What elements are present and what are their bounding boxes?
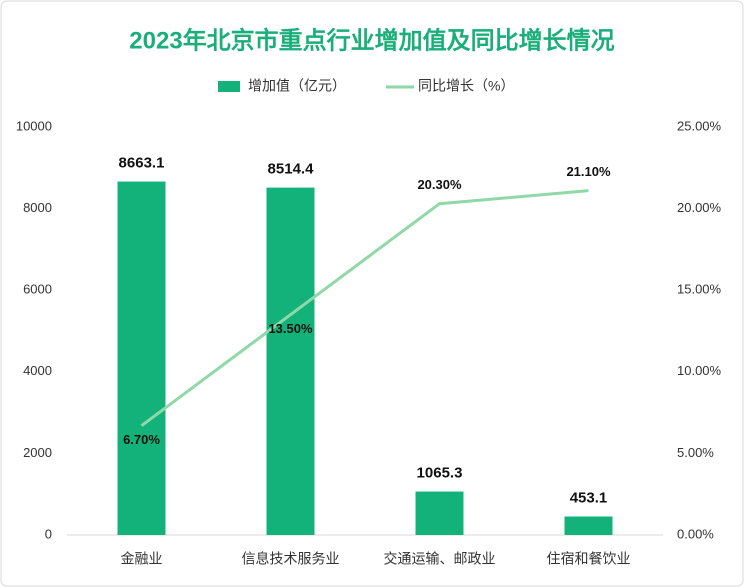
y2-tick-label: 0.00%: [677, 526, 714, 541]
x-tick-label: 交通运输、邮政业: [384, 551, 496, 567]
y2-tick-label: 10.00%: [677, 363, 722, 378]
y-tick-label: 6000: [23, 282, 52, 297]
y-tick-label: 10000: [16, 118, 52, 133]
chart-title: 2023年北京市重点行业增加值及同比增长情况: [129, 26, 614, 54]
y-tick-label: 4000: [23, 363, 52, 378]
y-tick-label: 8000: [23, 200, 52, 215]
bar: [564, 516, 613, 535]
legend-label: 增加值（亿元）: [248, 78, 346, 94]
value-label: 8663.1: [119, 155, 165, 172]
y2-tick-label: 25.00%: [677, 118, 722, 133]
legend-label: 同比增长（%）: [418, 78, 514, 94]
value-label: 20.30%: [417, 177, 462, 192]
bar: [415, 491, 464, 535]
x-tick-label: 住宿和餐饮业: [547, 551, 631, 567]
value-label: 6.70%: [123, 432, 160, 447]
value-label: 21.10%: [566, 164, 611, 179]
y-tick-label: 0: [45, 526, 52, 541]
y2-tick-label: 5.00%: [677, 445, 714, 460]
value-label: 8514.4: [268, 161, 315, 178]
x-tick-label: 信息技术服务业: [242, 551, 340, 567]
value-label: 453.1: [570, 489, 608, 506]
line: [140, 189, 589, 427]
y2-tick-label: 20.00%: [677, 200, 722, 215]
y2-tick-label: 15.00%: [677, 282, 722, 297]
value-label: 1065.3: [417, 465, 463, 482]
value-label: 13.50%: [268, 321, 313, 336]
legend-swatch: [218, 81, 240, 92]
y-tick-label: 2000: [23, 445, 52, 460]
bar: [117, 181, 166, 535]
x-tick-label: 金融业: [121, 551, 163, 567]
bar: [266, 187, 315, 535]
